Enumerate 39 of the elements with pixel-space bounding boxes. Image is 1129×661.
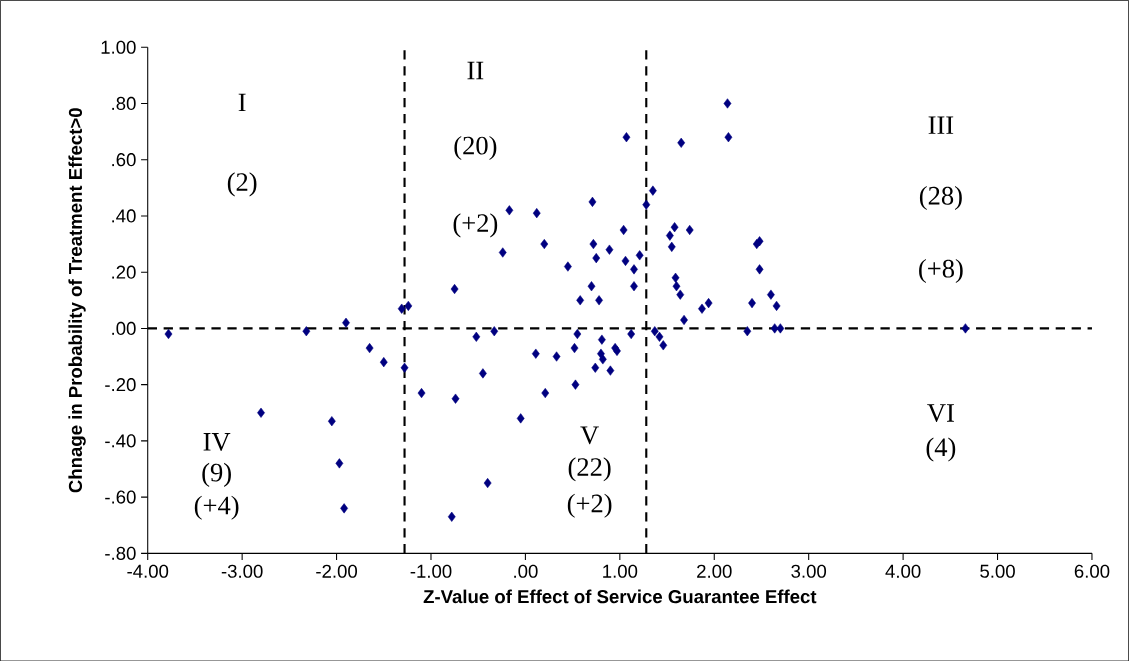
annotation: (4) xyxy=(926,437,956,462)
y-tick-label: -.80 xyxy=(105,546,136,560)
annotation: IV xyxy=(203,432,231,451)
annotation: VI xyxy=(927,404,954,422)
y-tick-label: -.20 xyxy=(105,377,136,392)
x-tick-label: -3.00 xyxy=(221,564,263,578)
y-tick-label: .80 xyxy=(112,96,136,110)
x-tick-label: 3.00 xyxy=(791,564,827,578)
y-tick-label: -.60 xyxy=(105,490,136,504)
annotation: (20) xyxy=(454,135,497,160)
y-tick-label: 1.00 xyxy=(101,40,136,54)
annotation: (+2) xyxy=(453,213,498,238)
x-tick-label: -4.00 xyxy=(127,564,169,578)
x-tick-label: -1.00 xyxy=(410,564,452,578)
annotation: (28) xyxy=(919,185,962,210)
annotation: I xyxy=(238,93,246,111)
y-axis-title: Chnage in Probability of Treatment Effect>0 xyxy=(68,108,86,493)
x-tick-label: 6.00 xyxy=(1074,564,1110,578)
y-tick-label: .20 xyxy=(112,265,136,279)
annotation: (+8) xyxy=(919,258,963,283)
y-tick-label: .60 xyxy=(112,152,136,167)
x-tick-label: 4.00 xyxy=(885,564,921,578)
x-tick-label: 1.00 xyxy=(603,564,638,578)
x-axis-title: Z-Value of Effect of Service Guarantee Effect xyxy=(423,589,817,604)
x-tick-label: .00 xyxy=(514,564,538,578)
x-tick-label: -2.00 xyxy=(316,564,358,578)
x-tick-label: 5.00 xyxy=(980,564,1015,578)
y-tick-label: -.40 xyxy=(105,434,136,448)
annotation: II xyxy=(467,61,484,80)
annotation: (+2) xyxy=(567,493,612,518)
annotation: (9) xyxy=(202,462,231,487)
x-tick-label: 2.00 xyxy=(697,564,732,578)
annotation: III xyxy=(928,116,954,134)
annotation: (2) xyxy=(227,172,257,197)
annotation: (+4) xyxy=(194,495,239,520)
annotation: (22) xyxy=(568,457,611,482)
annotation: V xyxy=(580,426,599,445)
y-tick-label: .40 xyxy=(112,209,136,223)
y-tick-label: .00 xyxy=(112,321,136,335)
